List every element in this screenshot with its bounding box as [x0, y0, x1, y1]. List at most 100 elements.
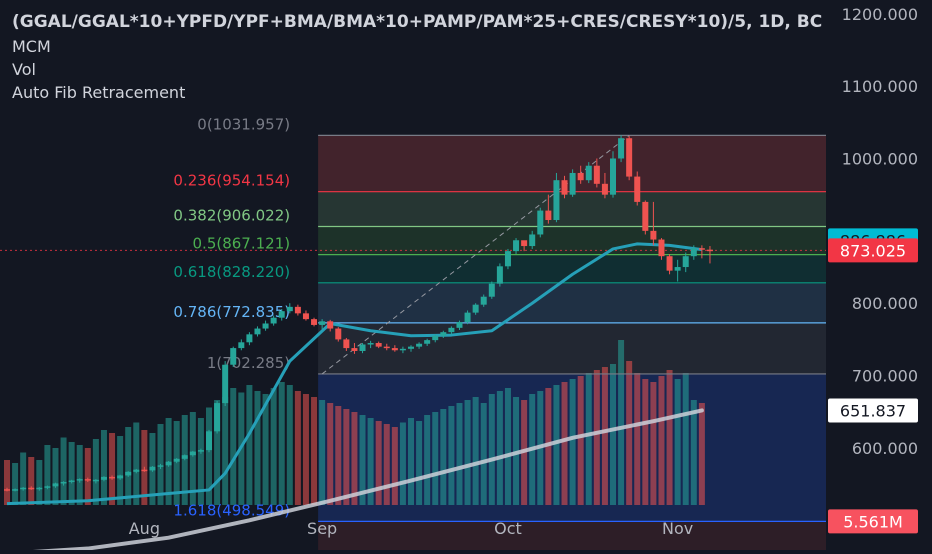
volume-bar — [569, 379, 576, 505]
volume-bar — [133, 422, 140, 505]
candle-body — [610, 158, 616, 195]
symbol-title[interactable]: (GGAL/GGAL*10+YPFD/YPF+BMA/BMA*10+PAMP/P… — [12, 12, 823, 32]
volume-bar — [383, 424, 390, 505]
price-tag-bg — [828, 398, 918, 423]
volume-bar — [28, 457, 35, 505]
candle-body — [496, 266, 503, 284]
volume-bar — [206, 407, 212, 505]
indicator-auto-fib[interactable]: Auto Fib Retracement — [12, 83, 186, 102]
candle-body — [351, 348, 358, 351]
candle-body — [658, 239, 665, 257]
fib-level-label: 1(702.285) — [207, 354, 290, 372]
candle-body — [44, 486, 51, 488]
volume-bar — [561, 382, 568, 505]
volume-bar — [440, 409, 447, 505]
candle-body — [60, 481, 67, 484]
volume-bar — [601, 367, 608, 505]
fib-level-label: 0.382(906.022) — [173, 206, 290, 224]
candle-body — [68, 480, 75, 483]
candle-body — [545, 210, 552, 220]
candle-body — [521, 240, 528, 247]
volume-bar — [335, 406, 342, 505]
fib-level-label: 0.618(828.220) — [173, 263, 290, 281]
volume-bar — [222, 397, 229, 505]
volume-bar — [375, 421, 382, 505]
volume-bar — [593, 370, 600, 505]
fib-level-label: 0.786(772.835) — [173, 303, 290, 321]
volume-bar — [416, 421, 423, 505]
indicator-vol[interactable]: Vol — [12, 60, 36, 79]
volume-bar — [319, 400, 326, 505]
volume-bar — [270, 388, 277, 505]
chart-legend: (GGAL/GGAL*10+YPFD/YPF+BMA/BMA*10+PAMP/P… — [12, 12, 824, 102]
candle-body — [706, 249, 713, 252]
volume-bar — [12, 463, 19, 505]
candle-body — [294, 306, 301, 314]
candle-body — [52, 483, 59, 487]
y-tick-label: 700.000 — [852, 367, 918, 386]
candle-body — [456, 322, 463, 328]
fib-level-label: 1.618(498.549) — [173, 501, 290, 519]
volume-bar — [504, 388, 511, 505]
candle-body — [399, 348, 406, 351]
volume-bar — [68, 442, 75, 505]
volume-bar — [690, 400, 697, 505]
volume-bar — [359, 415, 366, 505]
candle-body — [448, 327, 455, 333]
candle-body — [76, 479, 83, 481]
volume-bar — [311, 397, 318, 505]
candle-body — [92, 479, 99, 482]
x-tick-label: Aug — [129, 519, 160, 538]
price-tag-bg — [828, 238, 918, 263]
volume-bar — [109, 433, 116, 505]
indicator-mcm[interactable]: MCM — [12, 37, 51, 56]
fib-zone — [318, 191, 826, 227]
y-tick-label: 1000.000 — [842, 149, 918, 168]
volume-bar — [674, 379, 681, 505]
candle-body — [593, 165, 600, 184]
candle-body — [197, 450, 204, 452]
candle-body — [149, 466, 156, 471]
candle-body — [109, 476, 116, 479]
volume-bar — [658, 376, 665, 505]
candle-body — [230, 348, 237, 365]
candle-body — [311, 319, 318, 325]
candle-body — [359, 344, 366, 351]
candle-body — [472, 304, 479, 313]
volume-bar — [577, 376, 584, 505]
candle-body — [157, 465, 164, 467]
fib-zone — [318, 254, 826, 283]
volume-bar — [262, 394, 269, 505]
candle-body — [642, 201, 649, 231]
volume-bar — [448, 406, 455, 505]
volume-bar — [472, 397, 479, 505]
candle-body — [488, 283, 495, 297]
volume-bar — [278, 382, 285, 505]
candle-body — [141, 469, 148, 472]
volume-bar — [230, 388, 237, 505]
candle-body — [206, 431, 212, 451]
volume-bar — [399, 422, 406, 505]
candle-body — [189, 451, 196, 456]
fib-level-label: 0(1031.957) — [197, 115, 290, 133]
volume-bar — [351, 412, 358, 505]
candle-body — [335, 328, 342, 340]
price-tag-label: 5.561M — [843, 512, 903, 531]
candle-body — [117, 475, 124, 479]
volume-bar — [618, 340, 625, 505]
candle-body — [4, 489, 10, 491]
volume-bar — [52, 448, 59, 505]
fib-zone — [318, 521, 826, 550]
candle-body — [270, 317, 277, 324]
volume-bar — [214, 400, 221, 505]
volume-bar — [666, 370, 673, 505]
ma-fast-line — [6, 242, 703, 506]
candle-body — [214, 403, 221, 432]
volume-bar — [480, 403, 487, 505]
candle-body — [391, 348, 398, 351]
volume-bar — [343, 409, 350, 505]
candle-body — [36, 487, 43, 490]
candle-body — [569, 172, 576, 195]
